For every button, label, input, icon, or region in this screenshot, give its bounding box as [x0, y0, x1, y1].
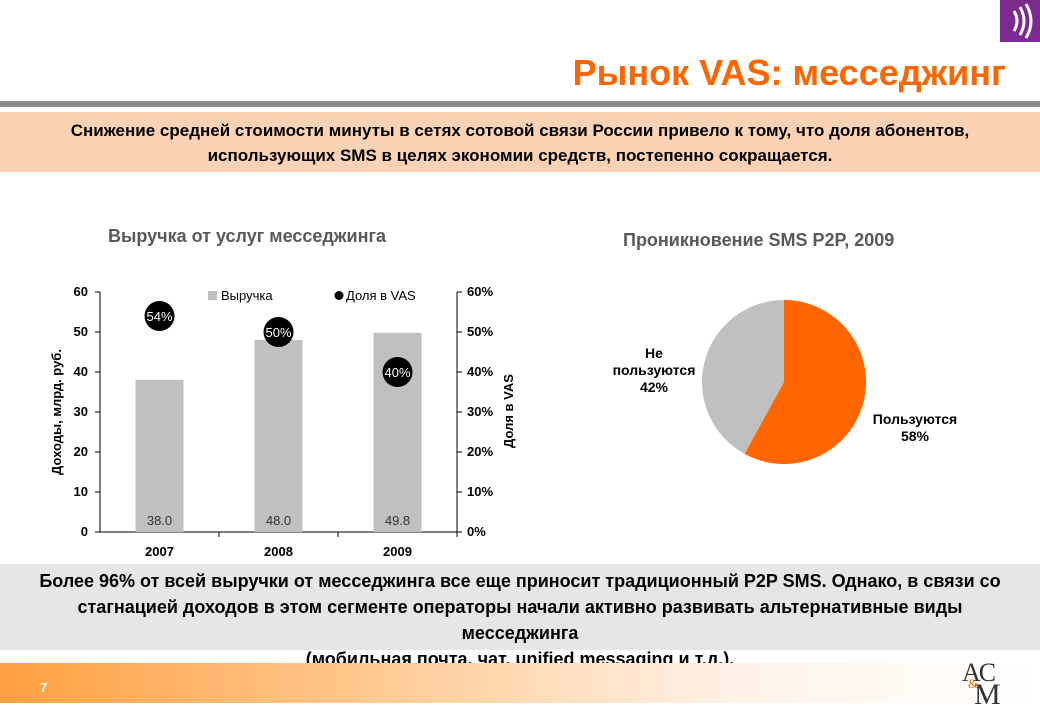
x-tick-label: 2008: [264, 544, 293, 559]
intro-line: Снижение средней стоимости минуты в сетя…: [70, 121, 970, 140]
y2-axis-title: Доля в VAS: [501, 374, 516, 448]
revenue-bar-chart: 0 10 20 30 40 50 60 0% 10% 20% 30% 40% 50% 60% 38.0 200…: [49, 284, 516, 559]
conclusion-line: Более 96% от всей выручки от месседжинга…: [39, 571, 1001, 591]
y-tick-label: 60: [74, 284, 88, 299]
vas-share-label: 50%: [265, 325, 291, 340]
vas-share-marker: [263, 317, 294, 347]
brand-logo-mark: [1000, 0, 1040, 42]
bar-value-label: 48.0: [266, 513, 291, 528]
pie-label-line: пользуются: [613, 362, 696, 378]
pie-slice: [702, 300, 784, 454]
conclusion-banner: Более 96% от всей выручки от месседжинга…: [0, 564, 1040, 669]
x-tick-label: 2007: [145, 544, 174, 559]
title-divider: [0, 101, 1040, 107]
y-tick-label: 0: [81, 524, 88, 539]
y-tick-label: 20: [74, 444, 88, 459]
legend-label-revenue: Выручка: [221, 288, 273, 303]
y2-tick-label: 60%: [467, 284, 493, 299]
intro-line: использующих SMS в целях экономии средст…: [207, 146, 833, 165]
vas-share-marker: [382, 357, 413, 387]
conclusion-line: стагнацией доходов в этом сегменте опера…: [77, 597, 963, 643]
page-number: 7: [40, 680, 48, 695]
y2-tick-label: 20%: [467, 444, 493, 459]
firm-logo-text: M: [974, 678, 1001, 711]
bar-value-label: 38.0: [147, 513, 172, 528]
x-tick-label: 2009: [383, 544, 412, 559]
page-title: Рынок VAS: месседжинг: [572, 52, 1006, 93]
vas-share-marker: [144, 301, 175, 331]
y-axis-title: Доходы, млрд. руб.: [49, 349, 64, 475]
pie-slice: [744, 300, 866, 464]
revenue-bar: [254, 340, 303, 532]
y-tick-label: 30: [74, 404, 88, 419]
y-tick-label: 40: [74, 364, 88, 379]
footer-bar: [0, 663, 1040, 703]
y2-tick-label: 50%: [467, 324, 493, 339]
pie-label-line: Пользуются: [873, 411, 957, 427]
y-tick-label: 50: [74, 324, 88, 339]
y2-tick-label: 10%: [467, 484, 493, 499]
pie-label-line: Не: [645, 345, 663, 361]
pie-label-line: 42%: [640, 379, 669, 395]
pie-slice-label: Пользуются 58%: [873, 411, 957, 444]
vas-share-label: 54%: [146, 309, 172, 324]
y2-tick-label: 0%: [467, 524, 486, 539]
y-tick-label: 10: [74, 484, 88, 499]
revenue-bar: [135, 380, 184, 532]
firm-logo: AC & M: [960, 658, 1010, 711]
legend-swatch-revenue: [208, 291, 217, 300]
pie-label-line: 58%: [901, 428, 930, 444]
legend-swatch-vas-share: [334, 291, 344, 300]
y2-tick-label: 30%: [467, 404, 493, 419]
pie-slice-label: Не пользуются 42%: [613, 345, 696, 395]
firm-logo-text: AC: [962, 658, 996, 687]
bar-value-label: 49.8: [385, 513, 410, 528]
bar-chart-title: Выручка от услуг месседжинга: [108, 226, 387, 246]
vas-share-label: 40%: [384, 365, 410, 380]
pie-chart-title: Проникновение SMS P2P, 2009: [623, 230, 895, 250]
legend-label-vas-share: Доля в VAS: [346, 288, 416, 303]
firm-logo-ampersand: &: [968, 676, 979, 691]
y2-tick-label: 40%: [467, 364, 493, 379]
intro-banner: Снижение средней стоимости минуты в сетя…: [0, 112, 1040, 172]
sms-penetration-pie-chart: Пользуются 58% Не пользуются 42%: [613, 300, 957, 464]
